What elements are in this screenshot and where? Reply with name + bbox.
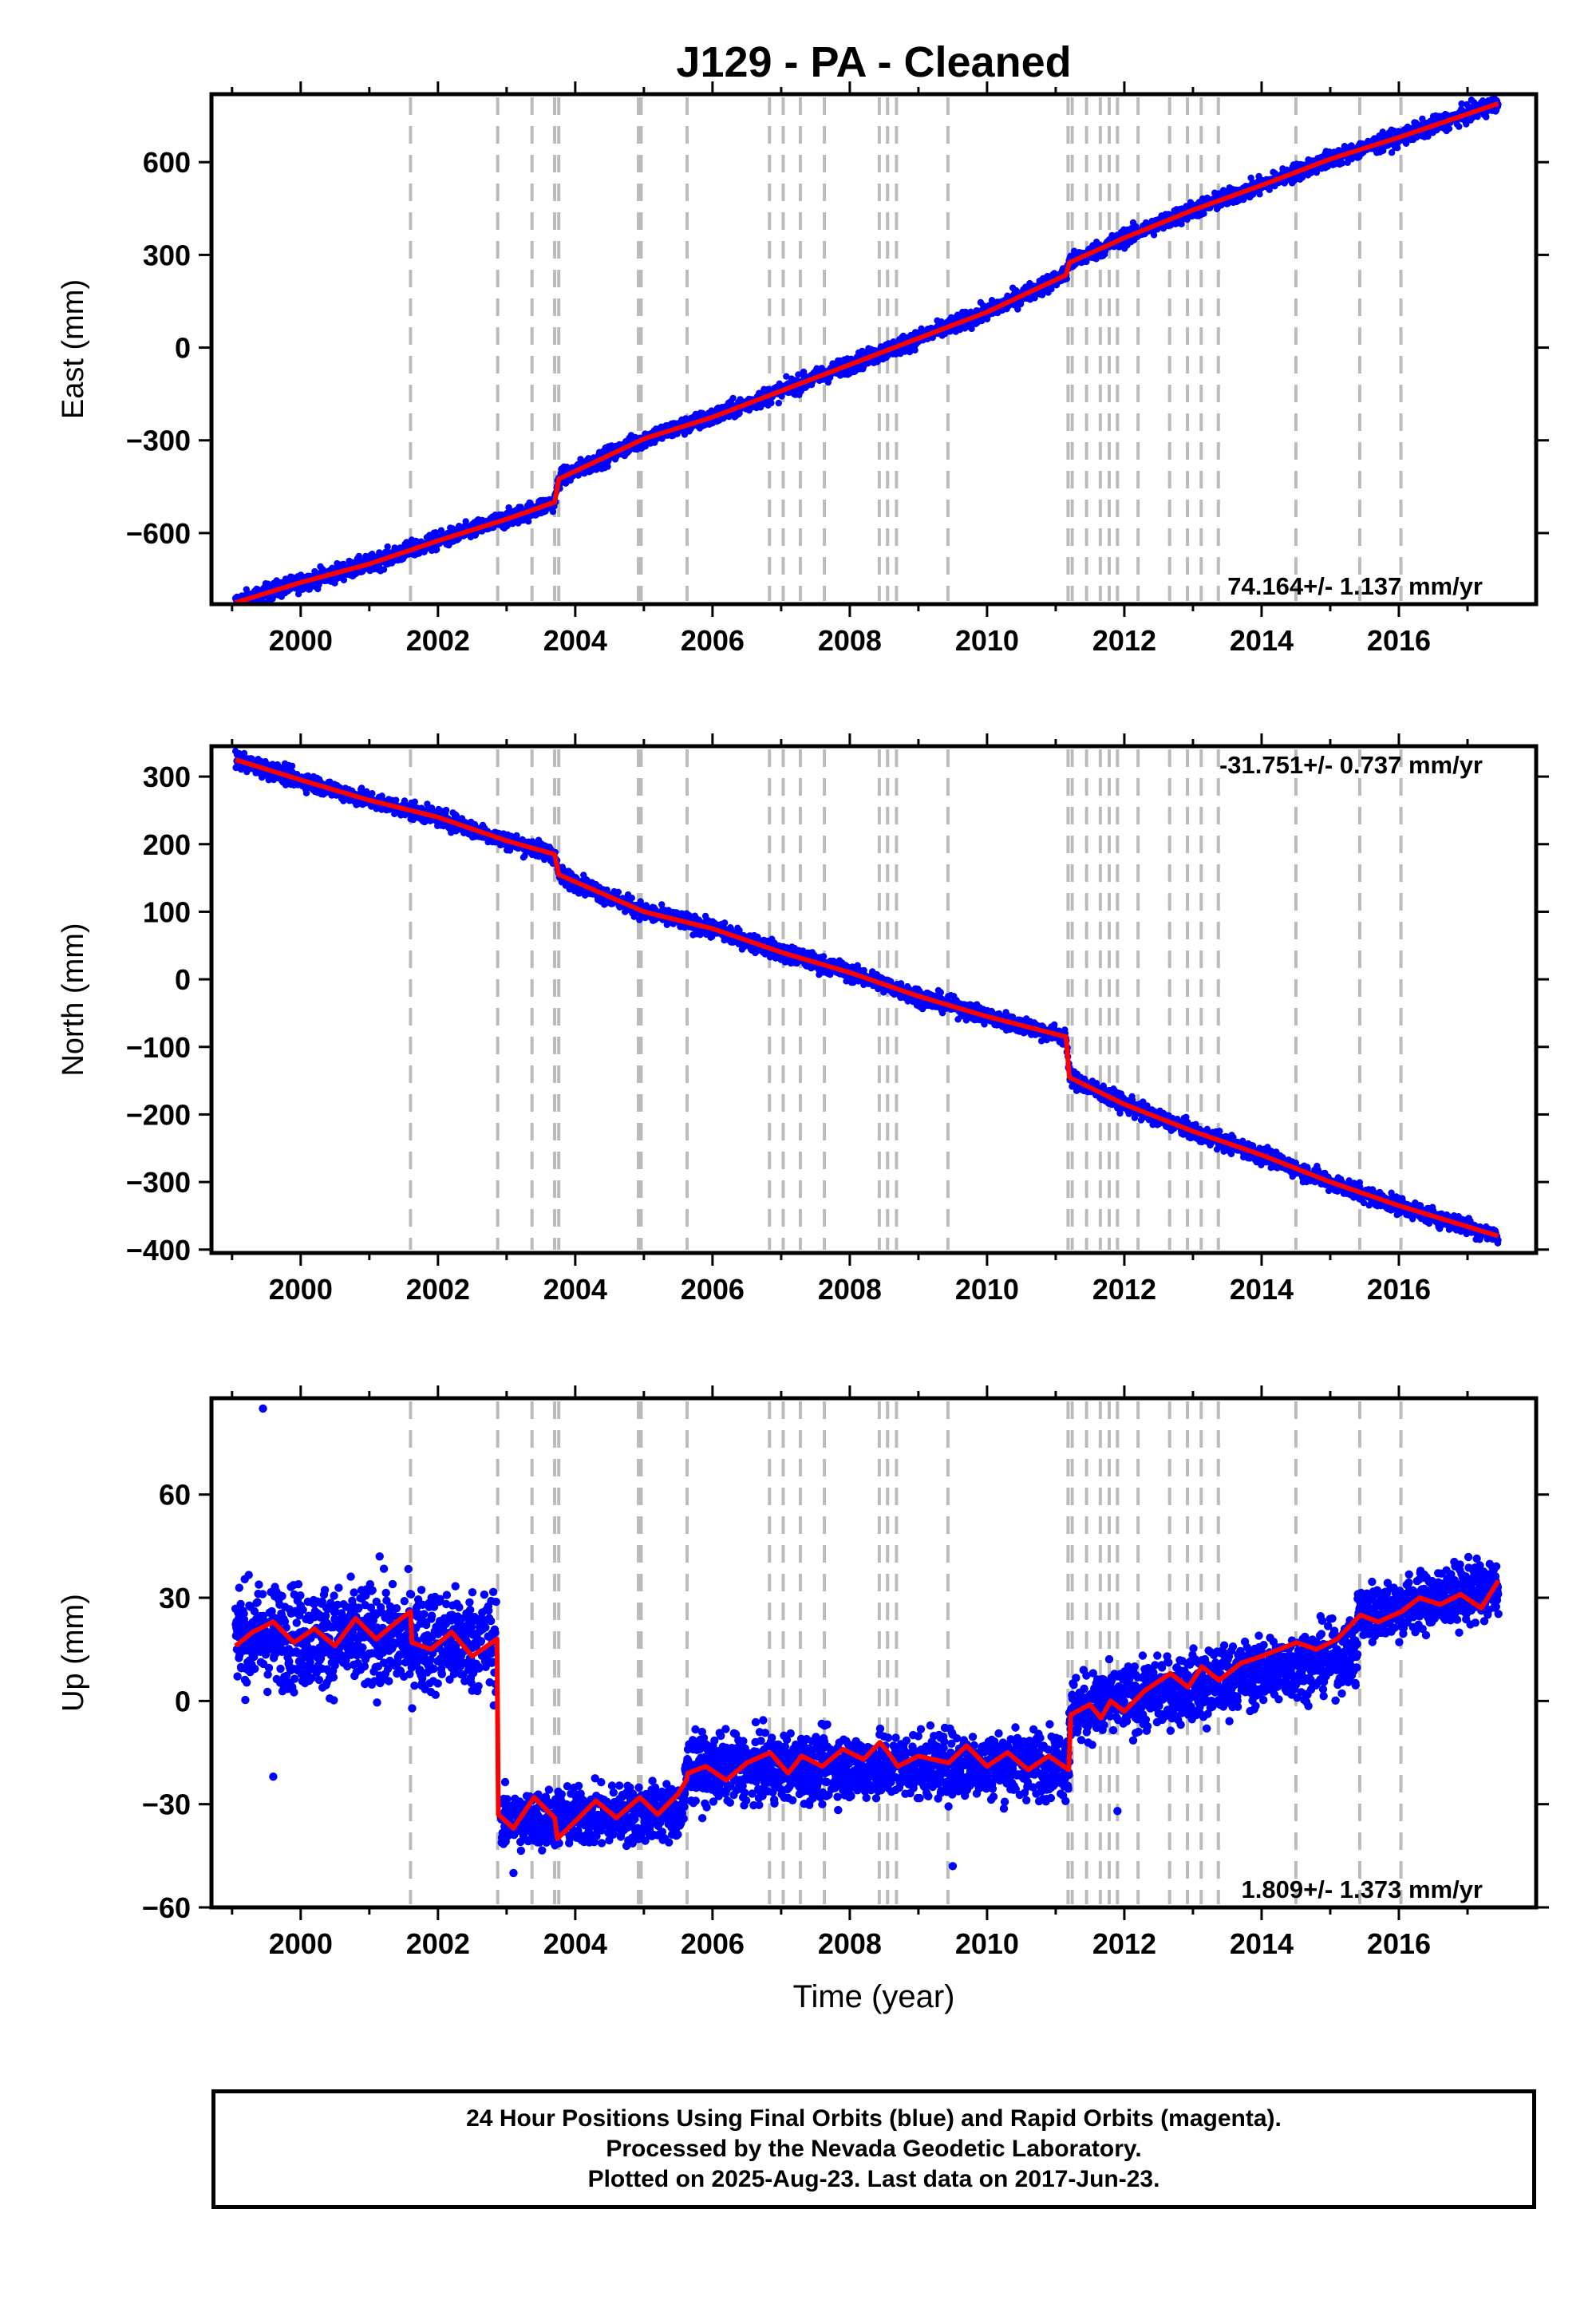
x-tick-label: 2004 — [543, 624, 607, 657]
y-tick-label: 0 — [175, 332, 191, 365]
data-point — [1324, 163, 1331, 170]
data-point — [1394, 144, 1401, 152]
panel-east: −600 −300 0 300 600 East (mm) 2000 2002 2004 2006… — [57, 81, 1549, 657]
data-point — [442, 806, 450, 814]
x-tick-label: 2012 — [1092, 624, 1156, 657]
data-point — [288, 762, 296, 769]
data-point — [778, 393, 785, 400]
x-tick-label: 2016 — [1367, 624, 1431, 657]
data-point — [240, 749, 248, 757]
data-point — [729, 394, 737, 402]
model-line — [235, 101, 1499, 604]
data-point — [1483, 113, 1490, 121]
data-point — [513, 832, 520, 840]
plot-area — [231, 96, 1502, 612]
y-tick-label: 300 — [143, 239, 191, 271]
data-point — [795, 371, 802, 378]
plot-frame — [209, 92, 1539, 607]
data-point — [264, 580, 271, 587]
panels-group: −600 −300 0 300 600 East (mm) 2000 2002 2004 2006… — [57, 81, 1549, 1960]
data-point — [783, 373, 790, 380]
points-series — [231, 96, 1502, 612]
data-point — [1200, 210, 1207, 217]
data-point — [1388, 149, 1396, 156]
data-point — [340, 576, 348, 583]
data-point — [433, 546, 440, 553]
data-point — [1083, 258, 1090, 266]
rate-annotation: 74.164+/- 1.137 mm/yr — [1227, 572, 1483, 600]
x-tick-label: 2014 — [1230, 624, 1294, 657]
data-point — [721, 919, 729, 927]
data-point — [697, 931, 704, 939]
data-point — [1338, 160, 1346, 167]
data-point — [736, 927, 743, 935]
data-point — [1458, 100, 1465, 108]
y-tick-label: −600 — [126, 517, 191, 550]
data-point — [525, 518, 532, 525]
y-tick-label: −300 — [126, 425, 191, 457]
y-tick-label: 600 — [143, 146, 191, 179]
data-point — [452, 812, 460, 819]
y-axis-label: East (mm) — [57, 279, 90, 419]
data-point — [614, 888, 622, 896]
data-point — [376, 549, 383, 556]
points-series — [231, 748, 1502, 1247]
data-point — [1178, 220, 1185, 227]
data-point — [658, 901, 666, 908]
data-point — [1150, 231, 1158, 239]
data-point — [768, 399, 775, 407]
data-point — [1256, 191, 1263, 198]
x-tick-label: 2002 — [406, 624, 470, 657]
data-point — [302, 789, 310, 796]
data-point — [549, 508, 557, 516]
data-point — [358, 785, 365, 792]
data-point — [775, 399, 782, 407]
data-point — [504, 522, 511, 529]
data-point — [378, 806, 385, 813]
data-point — [911, 346, 918, 354]
data-point — [411, 798, 418, 805]
data-point — [369, 790, 376, 797]
x-tick-label: 2008 — [818, 624, 882, 657]
data-point — [355, 552, 362, 560]
x-tick-label: 2006 — [681, 624, 745, 657]
data-point — [1456, 123, 1463, 130]
x-tick-label: 2010 — [955, 624, 1019, 657]
data-point — [1445, 125, 1453, 132]
x-tick-label: 2000 — [269, 624, 333, 657]
data-point — [380, 566, 388, 573]
data-point — [1014, 306, 1021, 313]
plot-area — [231, 748, 1502, 1247]
data-point — [628, 895, 635, 902]
figure-title: J129 - PA - Cleaned — [676, 38, 1071, 86]
data-point — [968, 325, 975, 333]
data-point — [906, 348, 914, 356]
data-point — [604, 463, 611, 470]
data-point — [393, 796, 400, 804]
data-point — [247, 606, 254, 612]
data-point — [384, 543, 391, 551]
